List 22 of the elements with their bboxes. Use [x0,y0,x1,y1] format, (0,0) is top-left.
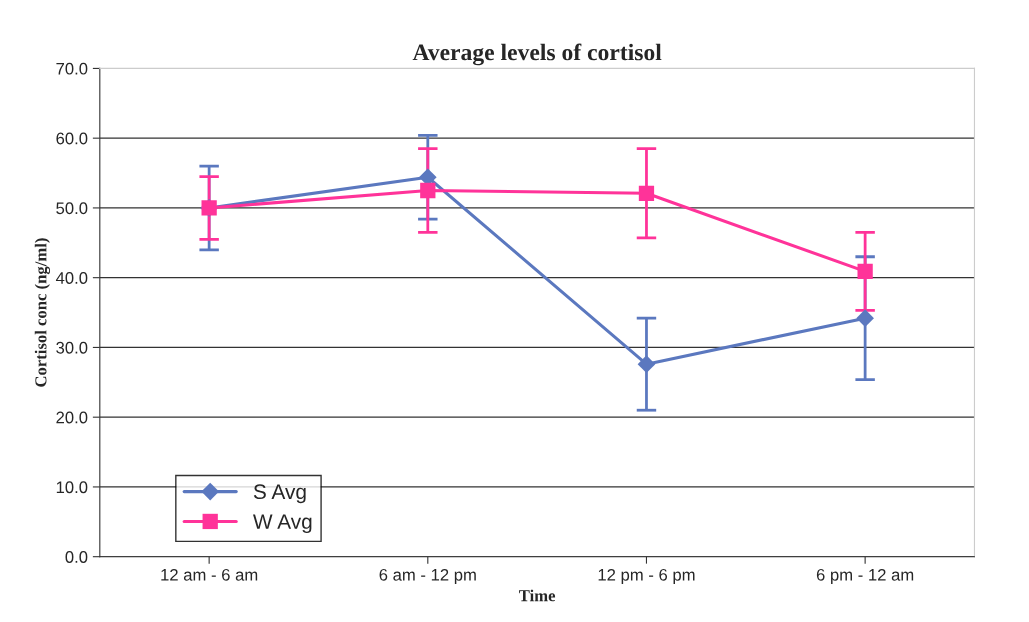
point [637,355,656,374]
y-tick-label: 0.0 [65,551,88,563]
point [856,309,874,327]
x-axis-title: Time [519,589,556,602]
y-tick-label: 70.0 [56,62,88,75]
x-tick-label: 12 pm - 6 pm [598,568,695,585]
y-tick-label: 40.0 [55,272,88,284]
y-tick-label: 60.0 [56,132,88,145]
y-tick-label: 10.0 [56,481,88,494]
y-axis-title: Cortisol conc (ng/ml) [34,238,51,387]
y-tick-label: 20.0 [56,411,88,424]
legend-label: S Avg [253,484,306,504]
point [420,182,436,199]
x-tick-label: 12 am - 6 am [161,568,258,581]
x-tick-label: 6 pm - 12 am [816,568,914,585]
y-tick-label: 50.0 [56,202,88,215]
chart-title: Average levels of cortisol [412,43,662,66]
y-tick-label: 30.0 [56,341,88,354]
x-tick-label: 6 am - 12 pm [379,568,476,585]
point [857,263,873,280]
legend-label: W Avg [253,514,312,534]
point [638,185,655,201]
